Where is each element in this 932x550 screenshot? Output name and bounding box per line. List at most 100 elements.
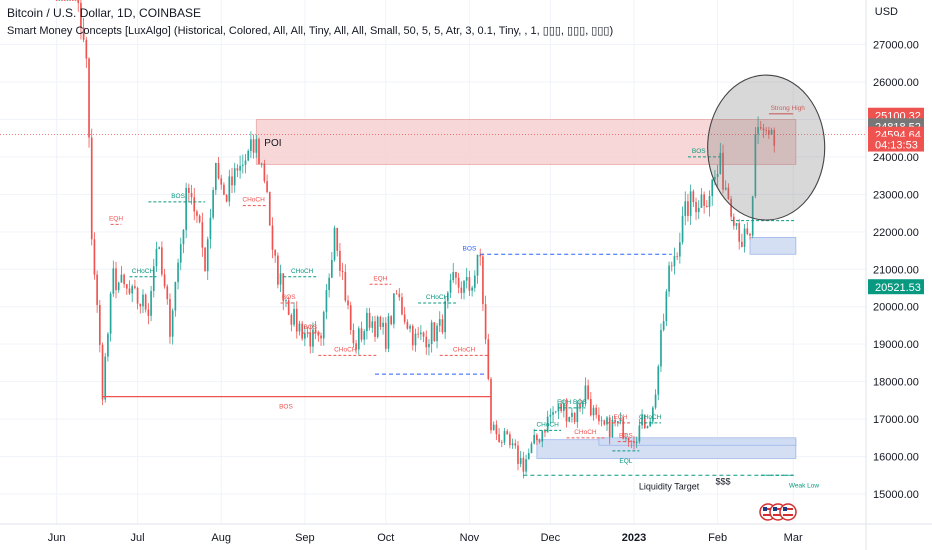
candle [503, 431, 506, 443]
y-tick-label: 26000.00 [873, 77, 919, 89]
candle [668, 265, 670, 292]
candle [182, 230, 185, 245]
candle [287, 300, 290, 315]
candle [366, 312, 368, 332]
candle [98, 305, 101, 345]
flag-stripe-icon [763, 514, 773, 516]
indicator-legend[interactable]: Smart Money Concepts [LuxAlgo] (Historic… [7, 25, 614, 37]
candle [274, 249, 277, 256]
candle [490, 378, 492, 431]
candle [193, 197, 196, 212]
candle [93, 239, 96, 275]
candle [101, 344, 104, 400]
candle [403, 314, 406, 322]
x-tick-label: Nov [460, 532, 480, 544]
flag-stripe-icon [773, 508, 783, 510]
candle [573, 412, 576, 423]
candle [336, 227, 339, 251]
candle [633, 441, 635, 444]
candle [660, 329, 662, 367]
candle [304, 333, 306, 339]
candle [174, 282, 177, 311]
candle [468, 277, 471, 291]
candle [695, 202, 697, 213]
candle [139, 303, 142, 307]
candle [449, 280, 452, 293]
candle [565, 403, 568, 422]
candle [309, 332, 312, 347]
candle [538, 440, 541, 442]
candle [598, 414, 600, 422]
candle [333, 227, 336, 260]
candle [517, 445, 519, 464]
candle [150, 290, 152, 316]
candle [250, 139, 252, 151]
candle [522, 457, 525, 472]
structure-label: CHoCH [453, 346, 476, 353]
candle [134, 286, 136, 288]
structure-label: BOS [279, 404, 293, 411]
candle [563, 403, 565, 411]
candle [63, 0, 66, 1]
structure-label: Strong High [771, 105, 806, 112]
candle [757, 127, 759, 135]
structure-label: BOS [303, 324, 317, 331]
candle [541, 431, 544, 442]
candle [206, 239, 209, 272]
candle [616, 421, 619, 423]
structure-label: CHoCH [426, 294, 449, 301]
candle [263, 163, 266, 182]
structure-label: EQH BOS [557, 399, 587, 406]
candle [627, 438, 630, 441]
candle [144, 294, 147, 310]
candle [714, 176, 716, 180]
candle [398, 293, 401, 298]
candle [384, 322, 387, 349]
candle [112, 268, 115, 294]
candle [223, 184, 225, 195]
candle [436, 325, 438, 342]
flag-canton-icon [773, 507, 777, 511]
candle [209, 217, 212, 240]
candle [417, 333, 419, 335]
candle [371, 321, 374, 328]
candle [460, 287, 463, 293]
candle [471, 287, 473, 291]
candle [72, 0, 74, 1]
candle [549, 414, 552, 417]
candle [438, 319, 441, 326]
candle [751, 196, 754, 236]
candle [66, 0, 69, 1]
candle [136, 287, 139, 304]
candle [196, 211, 198, 216]
candle [684, 201, 687, 216]
candle [679, 242, 681, 257]
candle [290, 314, 293, 325]
candle [123, 274, 125, 285]
candle [357, 328, 360, 350]
candle [530, 443, 533, 454]
candle [225, 194, 228, 202]
x-tick-label: Aug [211, 532, 231, 544]
candle [185, 188, 187, 231]
candle [430, 322, 433, 345]
candle [492, 424, 495, 431]
candle [603, 420, 606, 425]
y-tick-label: 15000.00 [873, 489, 919, 501]
candle [341, 270, 344, 272]
x-tick-label: Dec [541, 532, 561, 544]
candle [692, 191, 695, 203]
x-tick-label: Feb [708, 532, 727, 544]
candle [117, 282, 120, 291]
candle [641, 414, 643, 426]
candle [635, 441, 638, 444]
candle [255, 139, 258, 153]
symbol-title[interactable]: Bitcoin / U.S. Dollar, 1D, COINBASE [7, 6, 202, 20]
candle [422, 332, 425, 337]
candle [697, 207, 700, 213]
candle [147, 309, 150, 316]
candle [241, 164, 244, 166]
candle [82, 27, 85, 40]
x-tick-label: Jun [48, 532, 66, 544]
